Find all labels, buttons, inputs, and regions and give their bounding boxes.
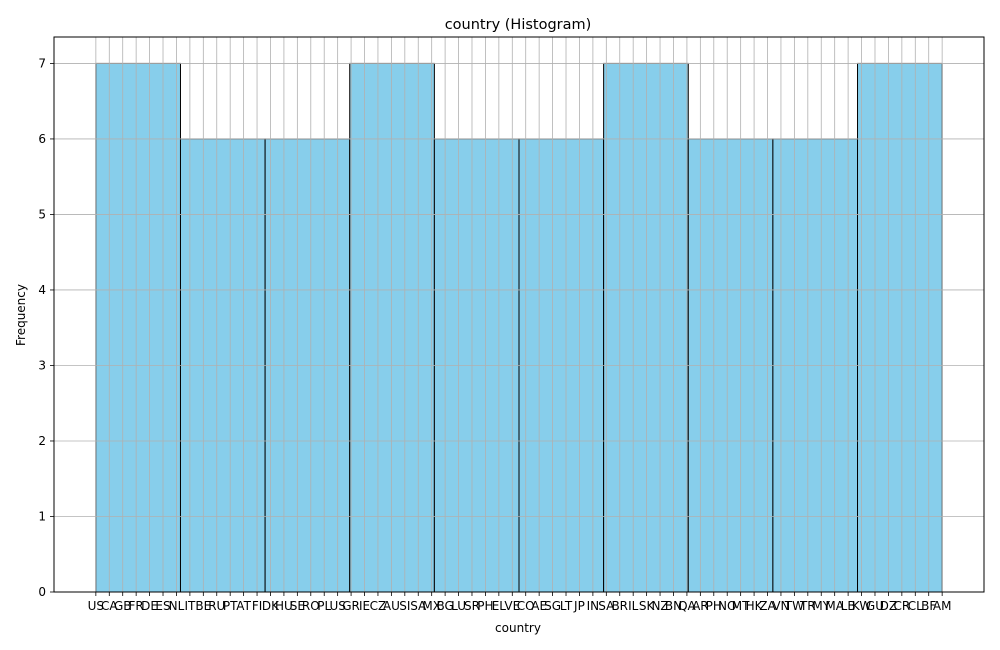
- y-tick-label: 1: [38, 509, 46, 523]
- x-tick-label: GR: [342, 599, 360, 613]
- x-tick-label: CL: [908, 599, 923, 613]
- x-tick-label: QA: [678, 599, 696, 613]
- x-tick-label: MA: [825, 599, 844, 613]
- x-tick-label: MT: [732, 599, 750, 613]
- x-tick-label: RU: [208, 599, 225, 613]
- x-tick-label: NO: [718, 599, 736, 613]
- x-tick-label: GU: [866, 599, 884, 613]
- x-tick-label: AE: [531, 599, 547, 613]
- y-tick-label: 3: [38, 358, 46, 372]
- x-tick-label: PH: [706, 599, 722, 613]
- x-tick-label: US: [329, 599, 345, 613]
- histogram-bar: [603, 62, 689, 593]
- x-tick-label: PH: [477, 599, 493, 613]
- x-tick-label: US: [88, 599, 104, 613]
- y-tick-label: 5: [38, 207, 46, 221]
- x-tick-label: RO: [302, 599, 320, 613]
- x-tick-label: IE: [359, 599, 370, 613]
- histogram-bar: [857, 62, 943, 593]
- x-tick-label: KW: [852, 599, 871, 613]
- x-tick-label: VN: [772, 599, 789, 613]
- x-tick-label: IL: [628, 599, 639, 613]
- x-tick-label: CR: [893, 599, 910, 613]
- y-tick-label: 0: [38, 585, 46, 599]
- x-tick-label: SA: [598, 599, 615, 613]
- x-tick-label: BG: [436, 599, 453, 613]
- x-tick-label: PL: [317, 599, 331, 613]
- x-tick-label: IN: [587, 599, 600, 613]
- y-tick-label: 7: [38, 56, 46, 70]
- x-tick-label: PT: [223, 599, 238, 613]
- x-tick-label: IT: [184, 599, 196, 613]
- grid-lines: [54, 37, 984, 593]
- x-tick-label: SG: [544, 599, 561, 613]
- x-tick-label: BF: [921, 599, 936, 613]
- x-tick-label: JP: [573, 599, 585, 613]
- x-tick-label: MX: [422, 599, 441, 613]
- y-axis-title: Frequency: [14, 284, 28, 346]
- x-tick-label: VE: [504, 599, 520, 613]
- x-tick-label: DE: [141, 599, 158, 613]
- x-tick-label: FI: [252, 599, 262, 613]
- chart-title: country (Histogram): [445, 17, 592, 33]
- x-tick-label: GB: [114, 599, 132, 613]
- x-tick-label: DK: [262, 599, 280, 613]
- x-axis-title: country: [495, 621, 541, 635]
- x-tick-label: AU: [383, 599, 400, 613]
- x-tick-label: CZ: [370, 599, 387, 613]
- x-tick-label: NL: [169, 599, 185, 613]
- x-tick-label: LB: [841, 599, 856, 613]
- x-tick-label: TR: [799, 599, 816, 613]
- x-tick-label: SK: [639, 599, 656, 613]
- histogram-bar: [349, 62, 435, 593]
- x-tick-label: BE: [195, 599, 211, 613]
- x-tick-label: EL: [492, 599, 507, 613]
- x-tick-label: SE: [290, 599, 305, 613]
- x-tick-label: HU: [275, 599, 293, 613]
- x-tick-label: LU: [451, 599, 466, 613]
- x-tick-label: NZ: [651, 599, 668, 613]
- x-tick-label: AR: [692, 599, 709, 613]
- y-tick-label: 6: [38, 132, 46, 146]
- x-tick-label: TW: [784, 599, 804, 613]
- x-tick-label: ES: [155, 599, 170, 613]
- histogram-bar: [95, 62, 181, 593]
- y-tick-label: 2: [38, 434, 46, 448]
- x-tick-label: BN: [665, 599, 682, 613]
- x-tick-label: AM: [933, 599, 952, 613]
- histogram-bars: [95, 62, 943, 593]
- x-tick-label: SI: [399, 599, 410, 613]
- x-tick-label: BR: [611, 599, 628, 613]
- x-tick-label: ZA: [759, 599, 776, 613]
- y-tick-labels: 0 1 2 3 4 5 6 7: [38, 56, 46, 599]
- plot-frame: [53, 36, 985, 593]
- x-tick-label: CA: [101, 599, 118, 613]
- x-tick-label: SR: [464, 599, 480, 613]
- x-tick-label: FR: [129, 599, 144, 613]
- x-tick-label: MY: [812, 599, 830, 613]
- axes: [50, 36, 985, 596]
- x-tick-label: HK: [746, 599, 764, 613]
- x-tick-label: LT: [560, 599, 573, 613]
- x-tick-label: CO: [517, 599, 535, 613]
- x-tick-label: DZ: [880, 599, 897, 613]
- x-tick-label: AT: [236, 599, 251, 613]
- y-tick-label: 4: [38, 283, 46, 297]
- x-tick-label: SA: [410, 599, 427, 613]
